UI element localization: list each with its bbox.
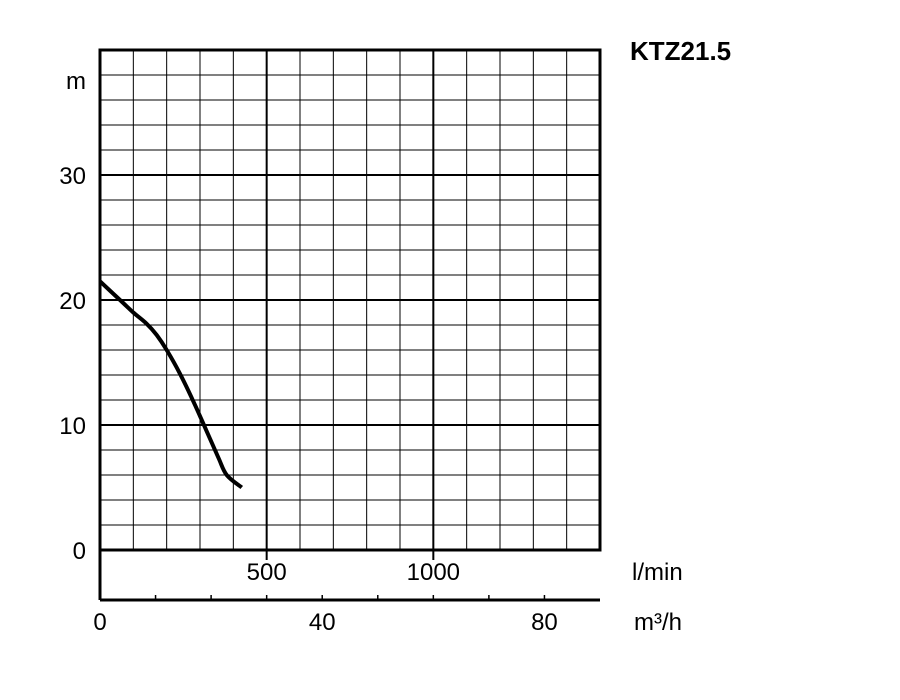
- x-secondary-tick-label: 80: [531, 609, 558, 636]
- chart-title: KTZ21.5: [630, 36, 731, 66]
- x-secondary-tick-label: 0: [93, 609, 106, 636]
- grid: [98, 48, 602, 602]
- x-primary-tick-label: 500: [247, 559, 287, 586]
- curve-layer: [98, 279, 243, 490]
- x-primary-unit: l/min: [632, 559, 683, 586]
- y-tick-label: 0: [73, 538, 86, 565]
- x-primary-tick-label: 1000: [407, 559, 460, 586]
- y-tick-label: 20: [59, 288, 86, 315]
- y-axis-unit: m: [66, 68, 86, 95]
- plot-frame: [98, 48, 602, 552]
- y-tick-label: 10: [59, 413, 86, 440]
- x-secondary-unit: m³/h: [634, 609, 682, 636]
- labels: KTZ21.5 m l/min m³/h 0 10 20 30 500 1000 0 40 80: [59, 36, 731, 636]
- pump-curve-line: [98, 279, 243, 490]
- y-tick-label: 30: [59, 163, 86, 190]
- x-secondary-tick-label: 40: [309, 609, 336, 636]
